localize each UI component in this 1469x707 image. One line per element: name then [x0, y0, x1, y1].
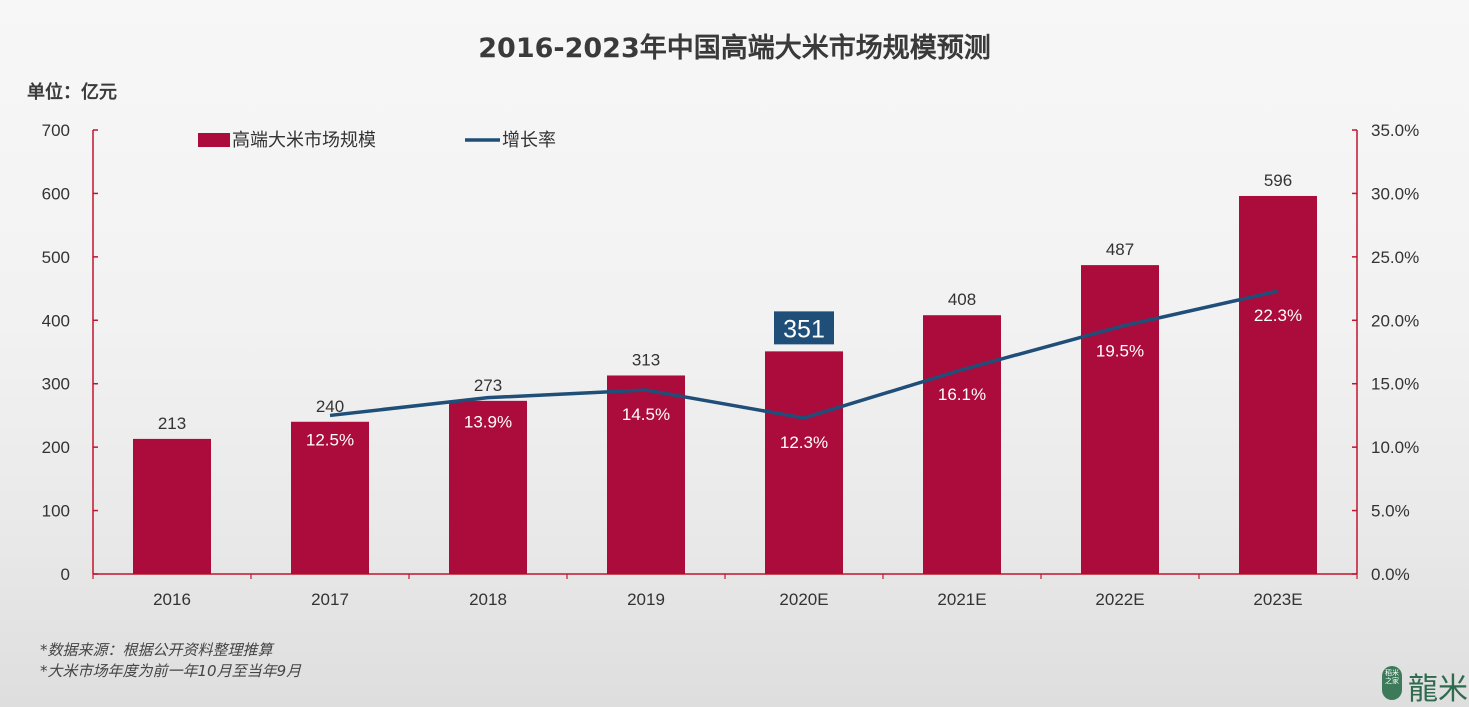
x-axis-tick-label: 2022E — [1095, 590, 1144, 609]
bar-value-label: 408 — [948, 290, 976, 309]
footnote-source: *数据来源：根据公开资料整理推算 — [40, 641, 273, 659]
growth-rate-label: 12.5% — [306, 430, 354, 449]
left-axis-tick-label: 100 — [42, 502, 70, 521]
bar-2022E — [1081, 265, 1159, 574]
growth-rate-line — [329, 289, 1279, 420]
left-axis-tick-label: 0 — [61, 565, 70, 584]
x-axis-tick-label: 2021E — [937, 590, 986, 609]
right-axis-tick-label: 30.0% — [1371, 184, 1419, 203]
footnote-year: *大米市场年度为前一年10月至当年9月 — [40, 662, 302, 680]
bar-value-label: 596 — [1264, 171, 1292, 190]
x-axis-tick-label: 2019 — [627, 590, 665, 609]
left-axis-tick-label: 700 — [42, 121, 70, 140]
legend-bar-label: 高端大米市场规模 — [232, 130, 376, 150]
bar-value-label: 313 — [632, 350, 660, 369]
bar-2017 — [291, 421, 369, 574]
footnotes: *数据来源：根据公开资料整理推算 *大米市场年度为前一年10月至当年9月 — [40, 640, 301, 682]
legend-bar-swatch — [198, 133, 230, 147]
bar-value-label: 213 — [158, 414, 186, 433]
right-axis-tick-label: 10.0% — [1371, 438, 1419, 457]
right-axis-tick-label: 20.0% — [1371, 311, 1419, 330]
growth-rate-label: 16.1% — [938, 385, 986, 404]
right-axis-tick-label: 15.0% — [1371, 375, 1419, 394]
legend-line-label: 增长率 — [502, 130, 556, 150]
brand-logo: 稻米之家 龍米 — [1378, 664, 1468, 707]
bar-value-label: 273 — [474, 376, 502, 395]
x-axis-tick-label: 2018 — [469, 590, 507, 609]
bar-2023E — [1239, 195, 1317, 575]
right-axis-tick-label: 25.0% — [1371, 248, 1419, 267]
x-axis-tick-label: 2016 — [153, 590, 191, 609]
bar-value-label: 487 — [1106, 240, 1134, 259]
growth-rate-label: 12.3% — [780, 433, 828, 452]
x-axis-tick-label: 2020E — [779, 590, 828, 609]
x-axis-tick-label: 2023E — [1253, 590, 1302, 609]
growth-rate-label: 13.9% — [464, 413, 512, 432]
chart-title: 2016-2023年中国高端大米市场规模预测 — [478, 33, 991, 64]
bar-value-label: 351 — [783, 315, 825, 343]
right-axis-tick-label: 0.0% — [1371, 565, 1410, 584]
left-axis-tick-label: 500 — [42, 248, 70, 267]
right-axis-tick-label: 35.0% — [1371, 121, 1419, 140]
bar-2016 — [133, 438, 211, 574]
growth-rate-label: 22.3% — [1254, 306, 1302, 325]
bar-value-label: 240 — [316, 397, 344, 416]
unit-label: 单位：亿元 — [27, 82, 117, 103]
bar-2019 — [607, 375, 685, 574]
left-axis-tick-label: 400 — [42, 311, 70, 330]
left-axis-tick-label: 600 — [42, 184, 70, 203]
logo-seal: 稻米之家 — [1382, 666, 1402, 700]
highlight-label-box — [774, 311, 834, 345]
logo-text: 龍米 — [1408, 672, 1468, 707]
x-axis-tick-label: 2017 — [311, 590, 349, 609]
right-axis-tick-label: 5.0% — [1371, 502, 1410, 521]
left-axis-tick-label: 200 — [42, 438, 70, 457]
left-axis-tick-label: 300 — [42, 375, 70, 394]
growth-rate-label: 14.5% — [622, 405, 670, 424]
bar-2020E — [765, 351, 843, 574]
bar-2021E — [923, 315, 1001, 574]
growth-rate-label: 19.5% — [1096, 342, 1144, 361]
bar-2018 — [449, 400, 527, 574]
